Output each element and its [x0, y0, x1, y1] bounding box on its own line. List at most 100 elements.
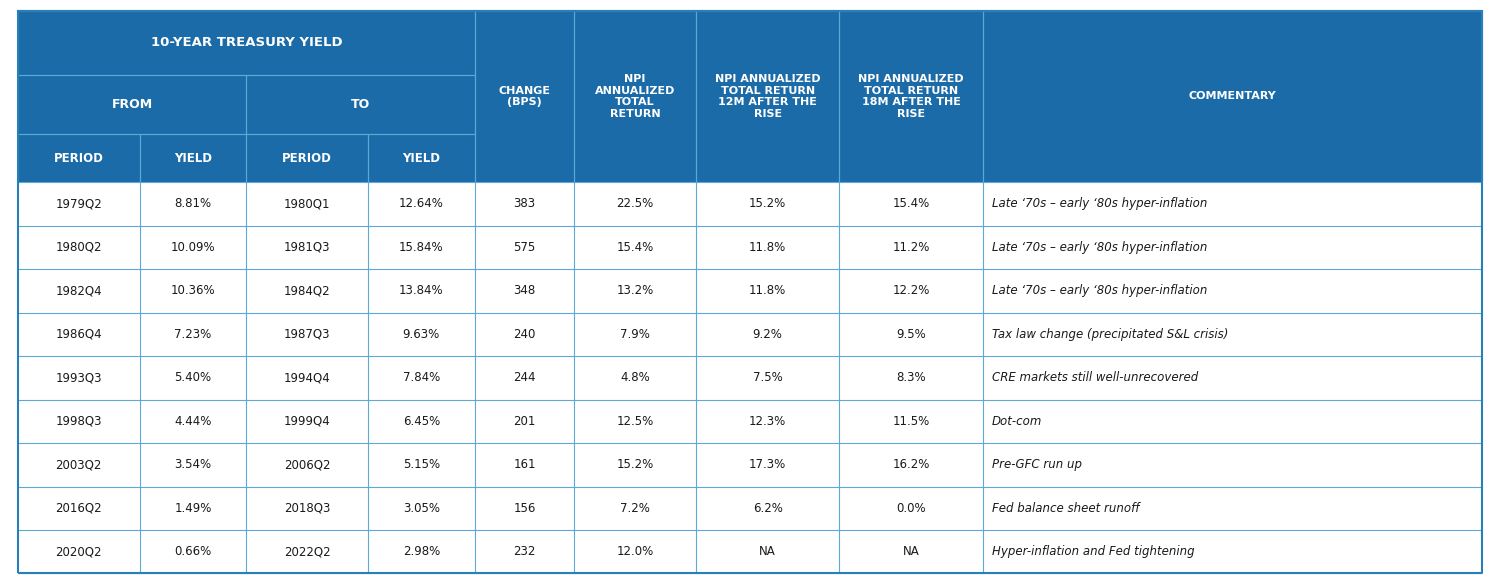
Bar	[18, 269, 1482, 312]
Text: 12.2%: 12.2%	[892, 284, 930, 297]
Text: 11.8%: 11.8%	[748, 284, 786, 297]
Text: 201: 201	[513, 415, 535, 428]
Text: Fed balance sheet runoff: Fed balance sheet runoff	[992, 502, 1138, 515]
Text: 0.0%: 0.0%	[896, 502, 926, 515]
Text: 575: 575	[513, 241, 535, 254]
Text: Late ‘70s – early ‘80s hyper-inflation: Late ‘70s – early ‘80s hyper-inflation	[992, 197, 1208, 210]
Bar	[574, 11, 696, 182]
Text: Tax law change (precipitated S&L crisis): Tax law change (precipitated S&L crisis)	[992, 328, 1228, 341]
Text: 1999Q4: 1999Q4	[284, 415, 330, 428]
Bar	[982, 11, 1482, 182]
Text: 12.3%: 12.3%	[748, 415, 786, 428]
Text: 12.5%: 12.5%	[616, 415, 654, 428]
Text: 13.84%: 13.84%	[399, 284, 444, 297]
Text: 12.0%: 12.0%	[616, 545, 654, 558]
Bar	[18, 530, 1482, 573]
Bar	[840, 11, 983, 182]
Bar	[18, 356, 1482, 399]
Text: Late ‘70s – early ‘80s hyper-inflation: Late ‘70s – early ‘80s hyper-inflation	[992, 241, 1208, 254]
Text: 1980Q2: 1980Q2	[56, 241, 102, 254]
Text: 8.81%: 8.81%	[174, 197, 211, 210]
Text: 1980Q1: 1980Q1	[284, 197, 330, 210]
Text: 17.3%: 17.3%	[748, 458, 786, 471]
Bar	[696, 11, 840, 182]
Text: 1981Q3: 1981Q3	[284, 241, 330, 254]
Bar	[18, 182, 1482, 225]
Text: 3.54%: 3.54%	[174, 458, 211, 471]
Text: 1982Q4: 1982Q4	[56, 284, 102, 297]
Text: YIELD: YIELD	[174, 152, 211, 165]
Text: 5.40%: 5.40%	[174, 371, 211, 384]
Text: TO: TO	[351, 98, 370, 112]
Text: CRE markets still well-unrecovered: CRE markets still well-unrecovered	[992, 371, 1198, 384]
Text: 13.2%: 13.2%	[616, 284, 654, 297]
Bar	[18, 225, 1482, 269]
Text: 22.5%: 22.5%	[616, 197, 654, 210]
Bar	[18, 399, 1482, 443]
Text: 6.45%: 6.45%	[402, 415, 439, 428]
Text: PERIOD: PERIOD	[54, 152, 104, 165]
Text: 5.15%: 5.15%	[404, 458, 439, 471]
Text: Dot-com: Dot-com	[992, 415, 1042, 428]
Text: Hyper-inflation and Fed tightening: Hyper-inflation and Fed tightening	[992, 545, 1194, 558]
Text: 9.5%: 9.5%	[896, 328, 926, 341]
Text: Late ‘70s – early ‘80s hyper-inflation: Late ‘70s – early ‘80s hyper-inflation	[992, 284, 1208, 297]
Text: 1986Q4: 1986Q4	[56, 328, 102, 341]
Text: 3.05%: 3.05%	[404, 502, 439, 515]
Text: NA: NA	[759, 545, 776, 558]
Text: NPI
ANNUALIZED
TOTAL
RETURN: NPI ANNUALIZED TOTAL RETURN	[596, 74, 675, 119]
Text: 15.84%: 15.84%	[399, 241, 444, 254]
Text: 1993Q3: 1993Q3	[56, 371, 102, 384]
Text: YIELD: YIELD	[402, 152, 441, 165]
Bar	[140, 134, 246, 182]
Text: 15.2%: 15.2%	[748, 197, 786, 210]
Text: 7.23%: 7.23%	[174, 328, 211, 341]
Bar	[18, 312, 1482, 356]
Text: 8.3%: 8.3%	[896, 371, 926, 384]
Text: 11.8%: 11.8%	[748, 241, 786, 254]
Text: 10.09%: 10.09%	[171, 241, 216, 254]
Text: 7.9%: 7.9%	[620, 328, 650, 341]
Text: 240: 240	[513, 328, 535, 341]
Bar	[476, 11, 574, 182]
Text: 1987Q3: 1987Q3	[284, 328, 330, 341]
Bar	[368, 134, 476, 182]
Text: 12.64%: 12.64%	[399, 197, 444, 210]
Bar	[18, 11, 476, 75]
Text: COMMENTARY: COMMENTARY	[1188, 91, 1276, 102]
Text: 2.98%: 2.98%	[402, 545, 439, 558]
Text: 156: 156	[513, 502, 535, 515]
Text: 1979Q2: 1979Q2	[56, 197, 102, 210]
Bar	[18, 75, 246, 134]
Text: NPI ANNUALIZED
TOTAL RETURN
18M AFTER THE
RISE: NPI ANNUALIZED TOTAL RETURN 18M AFTER TH…	[858, 74, 964, 119]
Text: 15.4%: 15.4%	[616, 241, 654, 254]
Text: 232: 232	[513, 545, 535, 558]
Text: 6.2%: 6.2%	[753, 502, 783, 515]
Text: Pre-GFC run up: Pre-GFC run up	[992, 458, 1082, 471]
Text: 9.2%: 9.2%	[753, 328, 783, 341]
Text: 10-YEAR TREASURY YIELD: 10-YEAR TREASURY YIELD	[150, 36, 342, 50]
Text: 0.66%: 0.66%	[174, 545, 211, 558]
Text: 348: 348	[513, 284, 535, 297]
Text: NA: NA	[903, 545, 920, 558]
Text: 16.2%: 16.2%	[892, 458, 930, 471]
Text: 1984Q2: 1984Q2	[284, 284, 330, 297]
Text: 1998Q3: 1998Q3	[56, 415, 102, 428]
Text: 15.4%: 15.4%	[892, 197, 930, 210]
Text: 11.2%: 11.2%	[892, 241, 930, 254]
Text: 4.44%: 4.44%	[174, 415, 211, 428]
Text: 1.49%: 1.49%	[174, 502, 211, 515]
Text: 2016Q2: 2016Q2	[56, 502, 102, 515]
Text: 7.2%: 7.2%	[620, 502, 650, 515]
Text: 4.8%: 4.8%	[620, 371, 650, 384]
Text: FROM: FROM	[111, 98, 153, 112]
Text: 2006Q2: 2006Q2	[284, 458, 330, 471]
Text: 2020Q2: 2020Q2	[56, 545, 102, 558]
Bar	[18, 486, 1482, 530]
Text: 15.2%: 15.2%	[616, 458, 654, 471]
Text: 2018Q3: 2018Q3	[284, 502, 330, 515]
Bar	[18, 443, 1482, 486]
Text: 9.63%: 9.63%	[402, 328, 439, 341]
Text: 383: 383	[513, 197, 535, 210]
Text: CHANGE
(BPS): CHANGE (BPS)	[498, 86, 550, 107]
